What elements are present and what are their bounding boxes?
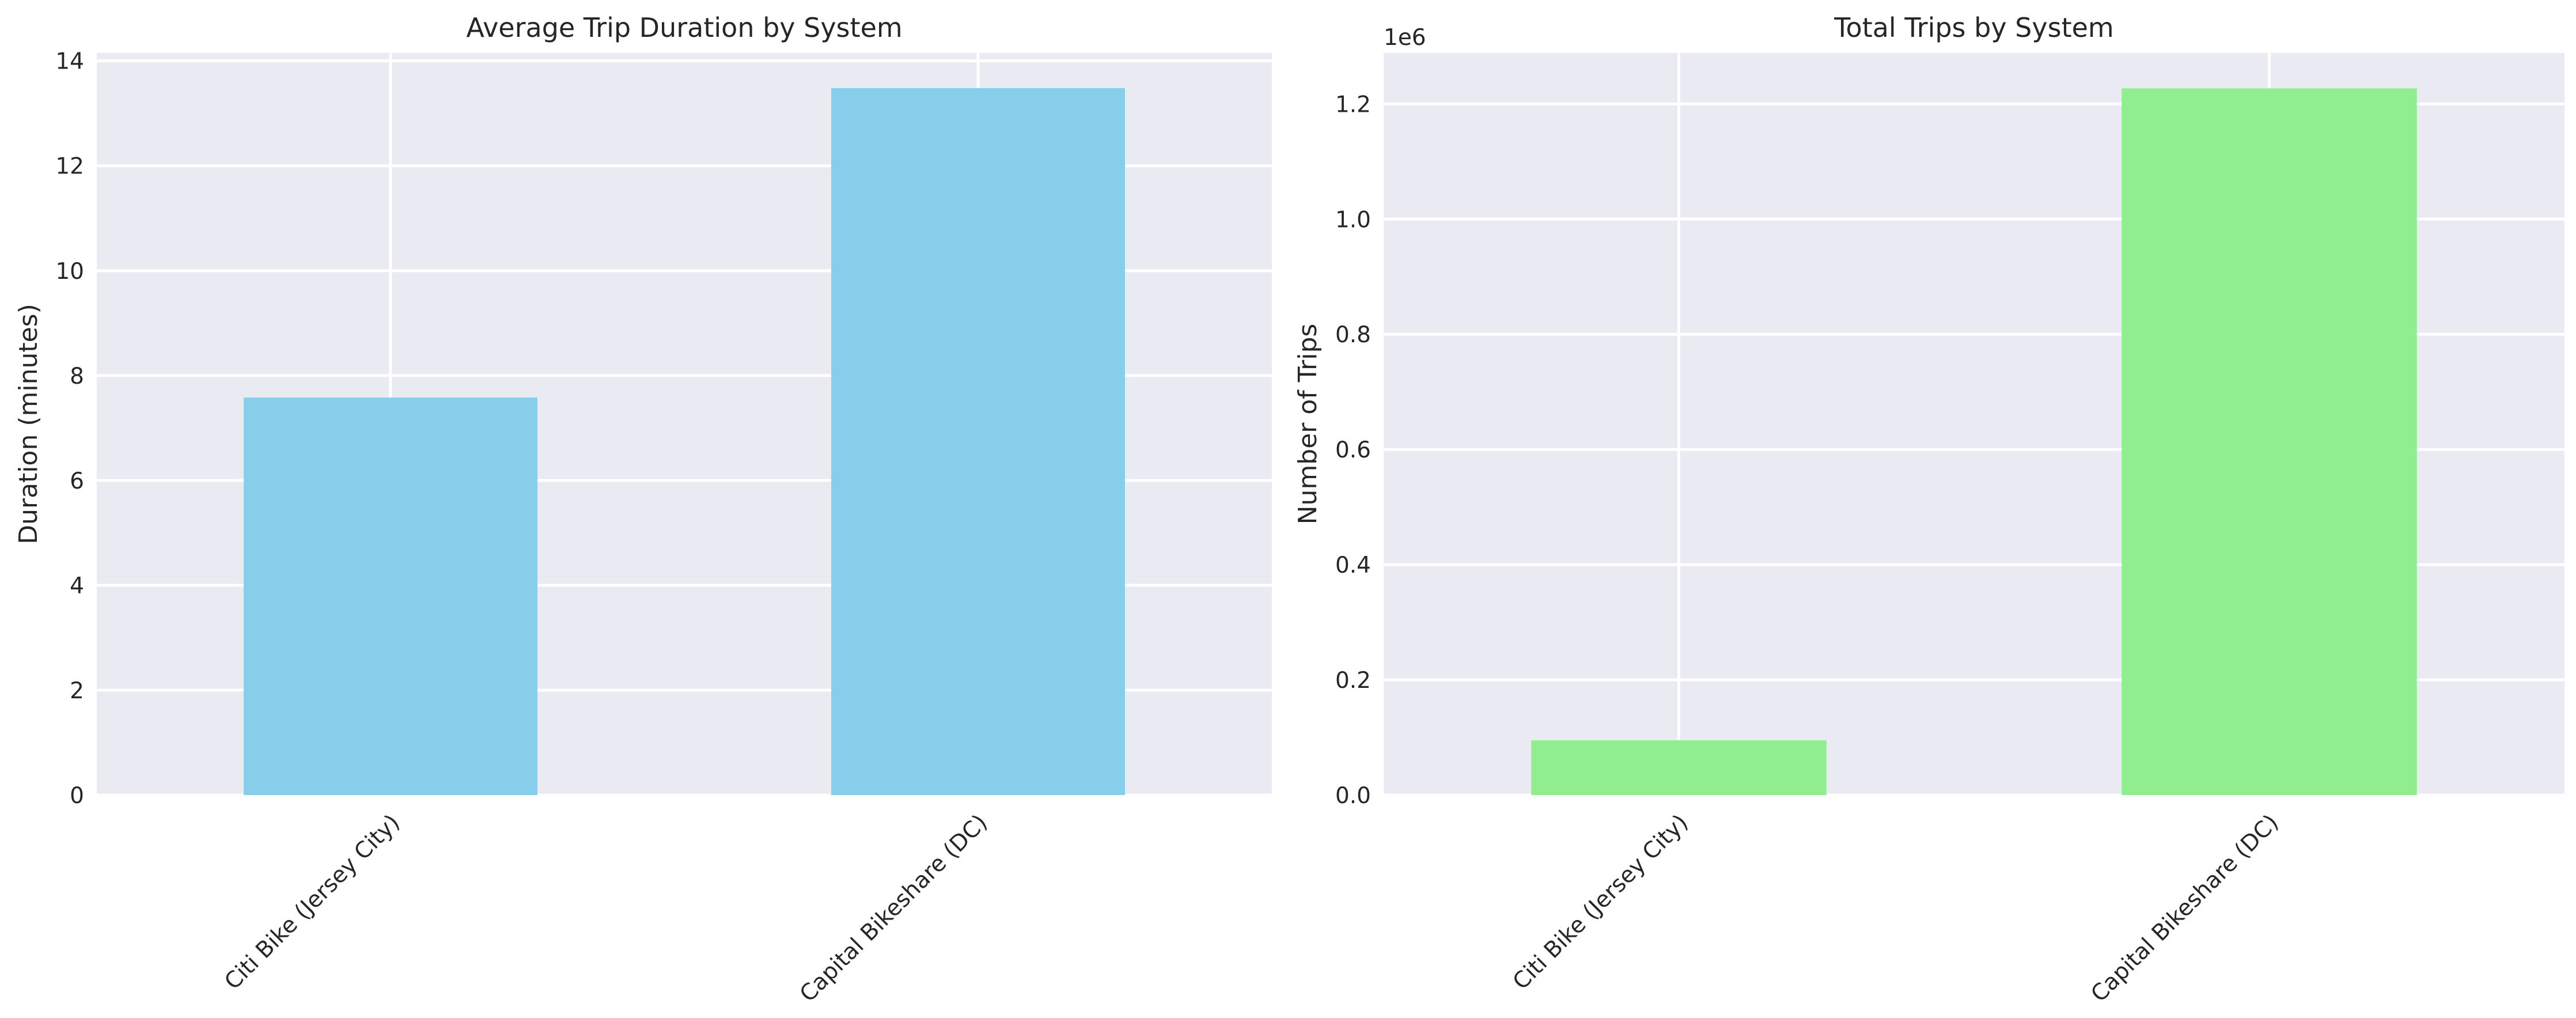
trips-x-tick-label: Citi Bike (Jersey City) bbox=[1508, 809, 1694, 995]
trips-bars bbox=[1531, 88, 2417, 795]
trips-y-axis-label: Number of Trips bbox=[1293, 324, 1323, 525]
duration-y-tick-label: 10 bbox=[55, 259, 84, 285]
trips-bar-1 bbox=[2122, 88, 2417, 795]
duration-y-ticks: 0 2 4 6 8 10 12 14 bbox=[55, 49, 84, 809]
trips-chart-title: Total Trips by System bbox=[1833, 12, 2113, 43]
duration-y-tick-label: 2 bbox=[70, 678, 84, 704]
duration-x-tick-label: Citi Bike (Jersey City) bbox=[219, 809, 405, 995]
duration-x-ticks: Citi Bike (Jersey City) Capital Bikeshare… bbox=[219, 809, 992, 1007]
duration-chart: 0 2 4 6 8 10 12 14 Citi Bike (Jersey City) Capit… bbox=[14, 12, 1272, 1007]
duration-bar-1 bbox=[831, 88, 1125, 795]
duration-bars bbox=[244, 88, 1125, 795]
trips-x-tick-label: Capital Bikeshare (DC) bbox=[2086, 809, 2284, 1007]
duration-chart-title: Average Trip Duration by System bbox=[466, 12, 902, 43]
trips-bar-0 bbox=[1531, 740, 1827, 795]
duration-y-tick-label: 6 bbox=[70, 468, 84, 494]
duration-bar-0 bbox=[244, 398, 537, 795]
trips-y-ticks: 0.0 0.2 0.4 0.6 0.8 1.0 1.2 bbox=[1335, 92, 1371, 809]
trips-y-tick-label: 1.2 bbox=[1335, 92, 1371, 118]
duration-y-tick-label: 4 bbox=[70, 573, 84, 599]
duration-y-tick-label: 0 bbox=[70, 783, 84, 809]
trips-y-tick-label: 0.6 bbox=[1335, 437, 1371, 463]
duration-y-axis-label: Duration (minutes) bbox=[14, 304, 43, 544]
duration-y-tick-label: 14 bbox=[55, 49, 84, 75]
trips-chart: 0.0 0.2 0.4 0.6 0.8 1.0 1.2 Citi Bike (Jersey … bbox=[1293, 12, 2564, 1007]
trips-y-tick-label: 0.8 bbox=[1335, 322, 1371, 348]
trips-x-ticks: Citi Bike (Jersey City) Capital Bikeshare… bbox=[1508, 809, 2284, 1007]
trips-y-tick-label: 0.2 bbox=[1335, 668, 1371, 694]
duration-x-tick-label: Capital Bikeshare (DC) bbox=[795, 809, 992, 1007]
trips-y-tick-label: 0.4 bbox=[1335, 552, 1371, 578]
trips-y-tick-label: 0.0 bbox=[1335, 783, 1371, 809]
duration-y-tick-label: 8 bbox=[70, 364, 84, 389]
trips-offset-text: 1e6 bbox=[1384, 25, 1426, 51]
trips-y-tick-label: 1.0 bbox=[1335, 207, 1371, 233]
duration-y-tick-label: 12 bbox=[55, 154, 84, 180]
